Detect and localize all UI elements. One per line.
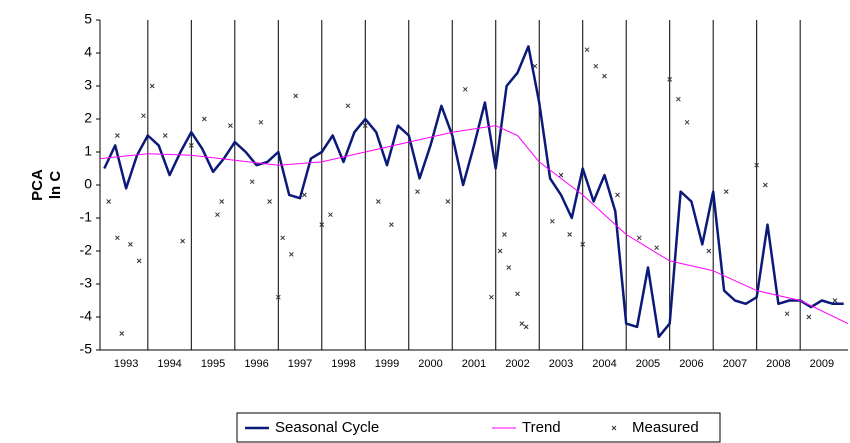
data-point (502, 232, 507, 237)
data-point (106, 199, 112, 204)
data-point (319, 222, 325, 227)
y-tick-label: 1 (84, 143, 92, 159)
data-point (219, 199, 225, 204)
data-point (832, 298, 838, 303)
y-tick-label: 3 (84, 77, 92, 93)
data-point (497, 248, 503, 254)
data-point (667, 77, 673, 82)
data-point (784, 311, 790, 317)
data-point (280, 235, 286, 241)
data-point (389, 222, 394, 227)
data-point (558, 172, 564, 178)
data-point (149, 83, 155, 89)
data-point (115, 133, 120, 138)
x-tick-label: 1993 (114, 358, 138, 370)
data-point (275, 294, 281, 300)
x-tick-label: 2005 (636, 358, 660, 370)
data-point (293, 93, 299, 99)
legend-box (236, 412, 721, 443)
y-axis-label: PCA (29, 169, 46, 201)
legend: Seasonal Cycle Trend Measured (245, 419, 699, 436)
x-tick-label: 2007 (723, 358, 747, 370)
data-point (723, 189, 729, 194)
x-tick-label: 2003 (549, 358, 573, 370)
data-point (415, 189, 420, 194)
data-point (115, 235, 120, 241)
y-tick-label: -2 (80, 242, 93, 258)
data-point (684, 119, 690, 125)
data-point (362, 123, 368, 128)
data-point (267, 199, 272, 204)
data-point (141, 113, 146, 119)
x-tick-label: 1994 (157, 358, 181, 370)
data-point (188, 143, 194, 148)
x-tick-label: 2004 (592, 358, 616, 370)
series-line (103, 45, 844, 339)
y-tick-label: -4 (80, 308, 93, 324)
data-point (584, 47, 590, 53)
data-point (180, 238, 185, 244)
data-point (549, 218, 555, 224)
y-tick-label: 4 (84, 44, 92, 60)
data-point (445, 199, 451, 204)
x-tick-label: 1998 (331, 358, 355, 370)
data-point (567, 232, 573, 237)
data-point (489, 294, 494, 300)
data-point (258, 119, 264, 125)
x-tick-label: 2006 (679, 358, 703, 370)
x-tick-label: 1995 (201, 358, 225, 370)
legend-label: Seasonal Cycle (275, 419, 379, 436)
data-point (706, 248, 712, 254)
y-tick-label: -3 (80, 275, 93, 291)
data-point (515, 291, 520, 297)
legend-label: Measured (632, 419, 699, 436)
y-tick-label: 0 (84, 176, 92, 192)
y-tick-label: -1 (80, 209, 93, 225)
data-point (345, 103, 351, 109)
x-tick-label: 1997 (288, 358, 312, 370)
data-point (654, 245, 660, 251)
data-point (806, 314, 812, 320)
data-point (763, 182, 768, 188)
x-tick-label: 1996 (244, 358, 268, 370)
x-tick-label: 1999 (375, 358, 399, 370)
data-point (523, 324, 529, 330)
data-point (136, 258, 142, 264)
x-tick-label: 2000 (418, 358, 442, 370)
y-tick-label: -5 (80, 341, 93, 357)
data-point (636, 235, 642, 241)
data-point (506, 265, 512, 270)
data-point (162, 133, 168, 138)
data-point (615, 192, 620, 198)
data-point (128, 242, 133, 247)
data-point (375, 199, 381, 204)
x-tick-label: 2008 (766, 358, 790, 370)
data-point (215, 212, 220, 218)
legend-marker (611, 425, 617, 431)
data-point (519, 321, 525, 326)
data-point (593, 63, 599, 69)
series-line (99, 125, 849, 325)
x-tick-label: 2009 (810, 358, 834, 370)
legend-label: Trend (522, 419, 561, 436)
data-point (580, 242, 586, 247)
data-point (602, 73, 607, 79)
y-tick-label: 2 (84, 110, 92, 126)
data-point (462, 86, 468, 92)
data-point (228, 123, 233, 128)
data-point (302, 192, 307, 198)
data-point (288, 251, 294, 257)
data-point (676, 96, 681, 102)
data-point (249, 179, 255, 185)
y-tick-label: 5 (84, 11, 92, 27)
data-point (119, 331, 125, 336)
y-axis-label: ln C (47, 171, 64, 199)
data-point (328, 212, 333, 218)
data-point (754, 162, 760, 168)
x-tick-label: 2001 (462, 358, 486, 370)
x-tick-label: 2002 (505, 358, 529, 370)
data-point (202, 116, 207, 122)
